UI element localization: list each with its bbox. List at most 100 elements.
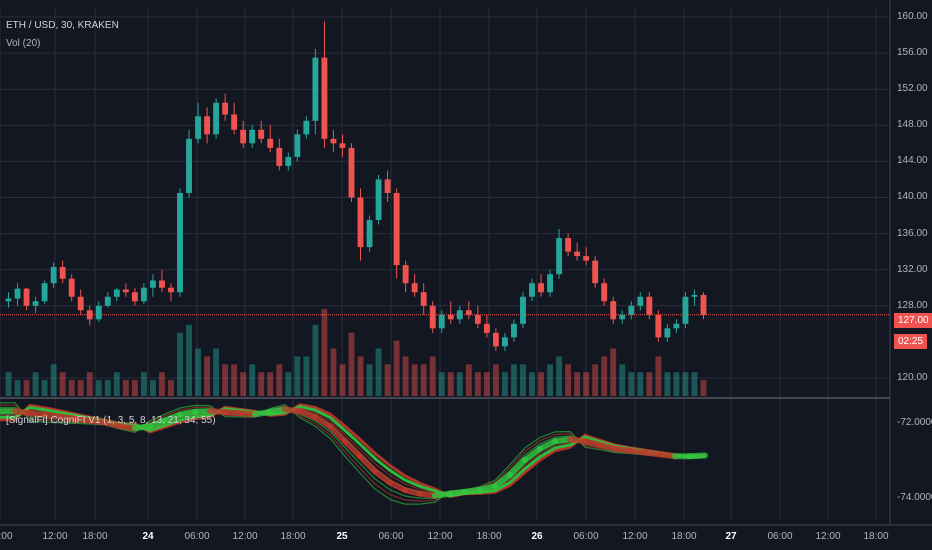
candle-body xyxy=(23,288,30,306)
volume-bar xyxy=(149,380,156,396)
time-tick-label: 06:00 xyxy=(184,531,210,542)
price-tick-label: 140.00 xyxy=(897,191,928,203)
candle-body xyxy=(520,296,526,324)
volume-bar xyxy=(492,364,499,396)
candle-body xyxy=(420,292,427,306)
volume-bar xyxy=(375,348,382,396)
volume-bar xyxy=(384,364,391,396)
time-tick-label: 24 xyxy=(142,531,154,542)
candle-body xyxy=(565,238,572,252)
candle-body xyxy=(77,296,84,311)
candle-body xyxy=(168,287,174,293)
candle-body xyxy=(32,301,39,306)
candle-body xyxy=(95,305,102,320)
volume-bar xyxy=(5,372,12,396)
volume-bar xyxy=(501,372,508,396)
volume-bar xyxy=(474,372,481,396)
price-tick-label: 152.00 xyxy=(897,83,928,95)
indicator-ribbon-segment xyxy=(342,438,363,460)
time-tick-label: 12:00 xyxy=(427,531,453,542)
volume-bar xyxy=(294,356,301,396)
volume-bar xyxy=(276,364,283,396)
volume-bar xyxy=(411,364,418,396)
volume-bar xyxy=(122,380,129,396)
candle-body xyxy=(474,314,481,324)
volume-bar xyxy=(339,364,346,396)
candle-body xyxy=(447,314,454,320)
candle-body xyxy=(294,134,301,157)
volume-bar xyxy=(655,356,662,396)
volume-bar xyxy=(14,380,21,396)
candle-body xyxy=(321,57,328,139)
candle-body xyxy=(159,280,165,288)
candle-body xyxy=(556,238,563,275)
candle-body xyxy=(592,260,599,284)
price-tick-label: 156.00 xyxy=(897,47,928,59)
volume-bar xyxy=(529,372,535,396)
volume-bar xyxy=(321,308,328,396)
candle-body xyxy=(258,129,265,139)
volume-bar xyxy=(159,372,165,396)
candle-body xyxy=(492,332,499,347)
volume-bar xyxy=(574,372,581,396)
candle-body xyxy=(186,138,192,193)
time-tick-label: 06:00 xyxy=(767,531,793,542)
volume-bar xyxy=(619,364,626,396)
volume-bar xyxy=(538,372,544,396)
price-tick-label: 128.00 xyxy=(897,299,928,311)
volume-bar xyxy=(637,372,644,396)
time-tick-label: 12:00 xyxy=(42,531,68,542)
volume-bar xyxy=(682,372,689,396)
candle-body xyxy=(59,266,66,279)
indicator-ribbon-segment xyxy=(357,453,378,475)
volume-bar xyxy=(68,380,75,396)
candle-body xyxy=(122,289,129,293)
candle-body xyxy=(691,294,698,297)
candle-body xyxy=(339,143,346,148)
volume-bar xyxy=(86,372,93,396)
indicator-ribbon-segment xyxy=(507,457,528,478)
volume-bar xyxy=(249,364,256,396)
candle-body xyxy=(222,102,229,115)
candle-body xyxy=(312,57,319,121)
volume-bar xyxy=(312,324,319,396)
indicator-legend: [SignalFi] CogniFI V1 (1, 3, 5, 8, 13, 2… xyxy=(6,415,216,426)
time-tick-label: 18:00 xyxy=(476,531,502,542)
candle-body xyxy=(393,192,400,266)
time-tick-label: 18:00 xyxy=(280,531,306,542)
volume-bar xyxy=(258,372,265,396)
candle-body xyxy=(330,138,337,144)
candle-body xyxy=(601,283,608,302)
candle-body xyxy=(511,323,517,338)
candle-body xyxy=(14,288,21,299)
volume-bar xyxy=(447,372,454,396)
candle-body xyxy=(276,147,283,166)
volume-bar xyxy=(50,364,57,396)
indicator-ribbon-segment xyxy=(492,472,513,490)
time-tick-label: 27 xyxy=(725,531,737,542)
volume-bar xyxy=(511,364,517,396)
volume-bar xyxy=(664,372,671,396)
volume-bar xyxy=(177,332,183,396)
volume-bar xyxy=(204,356,211,396)
volume-bar xyxy=(691,372,698,396)
candle-body xyxy=(348,147,355,198)
volume-bar xyxy=(601,356,608,396)
volume-bar xyxy=(267,372,274,396)
volume-bar xyxy=(222,364,229,396)
candle-body xyxy=(429,305,436,329)
volume-bar xyxy=(610,348,617,396)
price-tick-label: 148.00 xyxy=(897,119,928,131)
volume-bar xyxy=(348,332,355,396)
time-tick-label: 06:00 xyxy=(0,531,13,542)
time-tick-label: 18:00 xyxy=(671,531,697,542)
candle-body xyxy=(384,179,391,193)
price-tick-label: 132.00 xyxy=(897,263,928,275)
time-tick-label: 06:00 xyxy=(378,531,404,542)
candle-body xyxy=(285,156,292,166)
volume-bar xyxy=(402,356,409,396)
candle-body xyxy=(68,278,75,297)
volume-bar xyxy=(303,356,310,396)
